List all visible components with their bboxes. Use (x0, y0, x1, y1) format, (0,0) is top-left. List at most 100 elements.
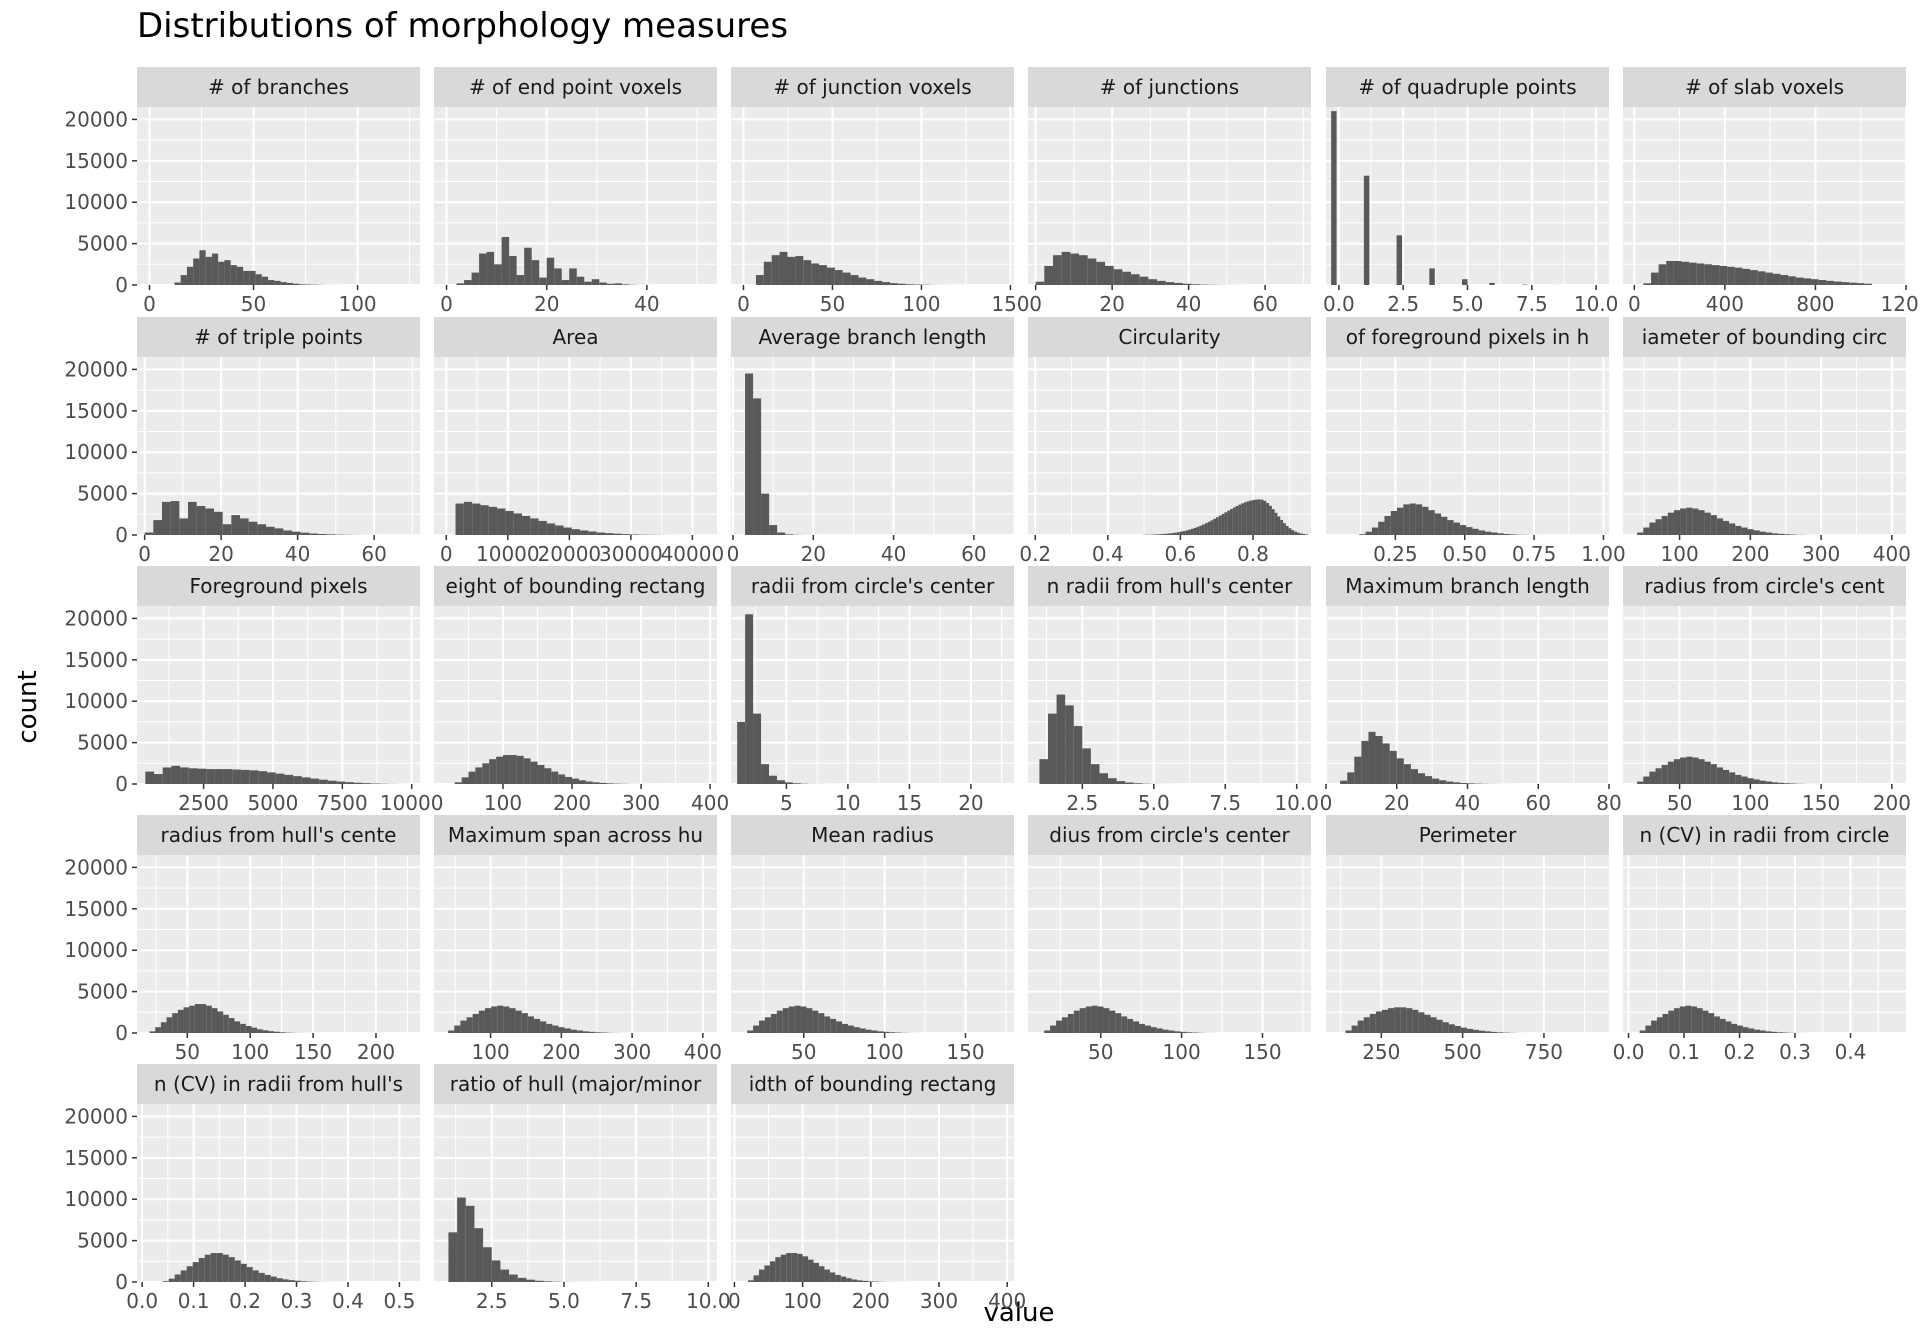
histogram-bar (1430, 1017, 1437, 1033)
histogram-bar (1133, 1021, 1140, 1033)
x-tick-label: 0.5 (384, 1289, 416, 1313)
histogram-bar (1249, 500, 1253, 535)
histogram-bar (546, 523, 556, 535)
x-tick-label: 15 (897, 791, 922, 815)
histogram-bar (1661, 515, 1668, 535)
histogram-bar (515, 1010, 522, 1033)
histogram-bar (1479, 1030, 1486, 1033)
x-tick-label: 20000 (538, 542, 602, 566)
histogram-bar (456, 283, 465, 285)
facet-strip (1326, 815, 1609, 855)
histogram-bar (1168, 533, 1172, 535)
histogram-bar (186, 1266, 193, 1282)
x-tick-label: 0 (143, 292, 156, 316)
histogram-bar (286, 282, 294, 285)
histogram-bar (905, 284, 914, 285)
histogram-bar (1719, 265, 1728, 285)
histogram-bar (771, 255, 780, 285)
x-tick-label: 0.1 (178, 1289, 210, 1313)
histogram-bar (1216, 517, 1219, 535)
facet-strip-label: Foreground pixels (190, 574, 368, 598)
histogram-bar (1078, 255, 1088, 285)
histogram-bar (745, 373, 754, 535)
histogram-bar (213, 511, 223, 535)
histogram-bar (187, 501, 197, 535)
histogram-bar (614, 283, 622, 285)
x-tick-label: 300 (1802, 542, 1840, 566)
facet-strip (1623, 815, 1906, 855)
histogram-bar (629, 534, 639, 535)
histogram-bar (1418, 1012, 1425, 1033)
histogram-bar (1759, 531, 1766, 535)
histogram-bar (1204, 523, 1208, 535)
facet-strip (731, 67, 1014, 107)
histogram-bar (871, 1030, 878, 1033)
histogram-bar (882, 282, 891, 285)
histogram-bar (1235, 505, 1239, 535)
histogram-bar (1441, 516, 1448, 535)
histogram-bar (1473, 1029, 1480, 1033)
x-tick-label: 250 (1362, 1040, 1400, 1064)
histogram-bar (1666, 260, 1674, 285)
histogram-bar (183, 1007, 190, 1033)
histogram-bar (282, 1279, 289, 1282)
x-tick-label: 40 (881, 542, 906, 566)
histogram-bar (851, 1279, 858, 1282)
facet-strip-label: Mean radius (811, 823, 934, 847)
histogram-bar (1698, 759, 1705, 784)
histogram-bar (231, 515, 241, 535)
histogram-bar (1704, 512, 1711, 535)
histogram-bar (172, 1013, 178, 1033)
y-tick-label: 5000 (77, 731, 128, 755)
histogram-bar (1655, 519, 1662, 535)
x-tick-label: 200 (542, 1040, 580, 1064)
histogram-bar (189, 1005, 195, 1033)
histogram-bar (486, 251, 495, 285)
histogram-bar (1425, 776, 1433, 784)
histogram-bar (1442, 1022, 1449, 1033)
histogram-bar (1165, 282, 1175, 285)
histogram-bar (1772, 533, 1779, 535)
histogram-bar (180, 767, 189, 784)
histogram-bar (753, 398, 762, 535)
histogram-bar (588, 531, 597, 535)
histogram-bar (621, 534, 630, 535)
histogram-bar (1188, 529, 1191, 535)
histogram-bar (1154, 534, 1158, 535)
y-tick-label: 15000 (64, 897, 128, 921)
histogram-bar (1116, 781, 1126, 784)
histogram-bar (160, 1022, 167, 1033)
histogram-bar (1510, 534, 1517, 535)
histogram-bar (558, 774, 566, 784)
histogram-bar (1643, 776, 1650, 784)
facet-panel: Mean radius 50 100 150 (731, 815, 1014, 1064)
y-tick-label: 20000 (64, 855, 128, 879)
x-tick-label: 0.2 (229, 1289, 261, 1313)
histogram-bar (859, 1028, 866, 1033)
histogram-bar (1778, 533, 1785, 535)
histogram-bar (205, 256, 212, 285)
histogram-bar (168, 1278, 175, 1282)
histogram-bar (777, 532, 786, 535)
x-tick-label: 100 (338, 292, 376, 316)
histogram-bar (1667, 512, 1674, 535)
histogram-bar (897, 283, 906, 285)
x-tick-label: 2.5 (476, 1289, 508, 1313)
histogram-bar (1748, 1028, 1755, 1033)
histogram-bar (1818, 280, 1827, 285)
histogram-bar (780, 1254, 787, 1282)
histogram-bar (1369, 1013, 1376, 1033)
histogram-bar (483, 1247, 492, 1282)
histogram-bar (1716, 767, 1723, 784)
histogram-bar (1056, 694, 1066, 784)
histogram-bar (217, 1011, 224, 1033)
histogram-bar (1704, 761, 1711, 784)
histogram-bar (484, 1008, 492, 1033)
x-tick-label: 10.0 (686, 1289, 731, 1313)
histogram-bar (1115, 1013, 1122, 1033)
histogram-bar (1637, 781, 1644, 784)
histogram-bar (1460, 783, 1468, 784)
histogram-bar (824, 1269, 830, 1282)
x-tick-label: 50 (791, 1040, 816, 1064)
